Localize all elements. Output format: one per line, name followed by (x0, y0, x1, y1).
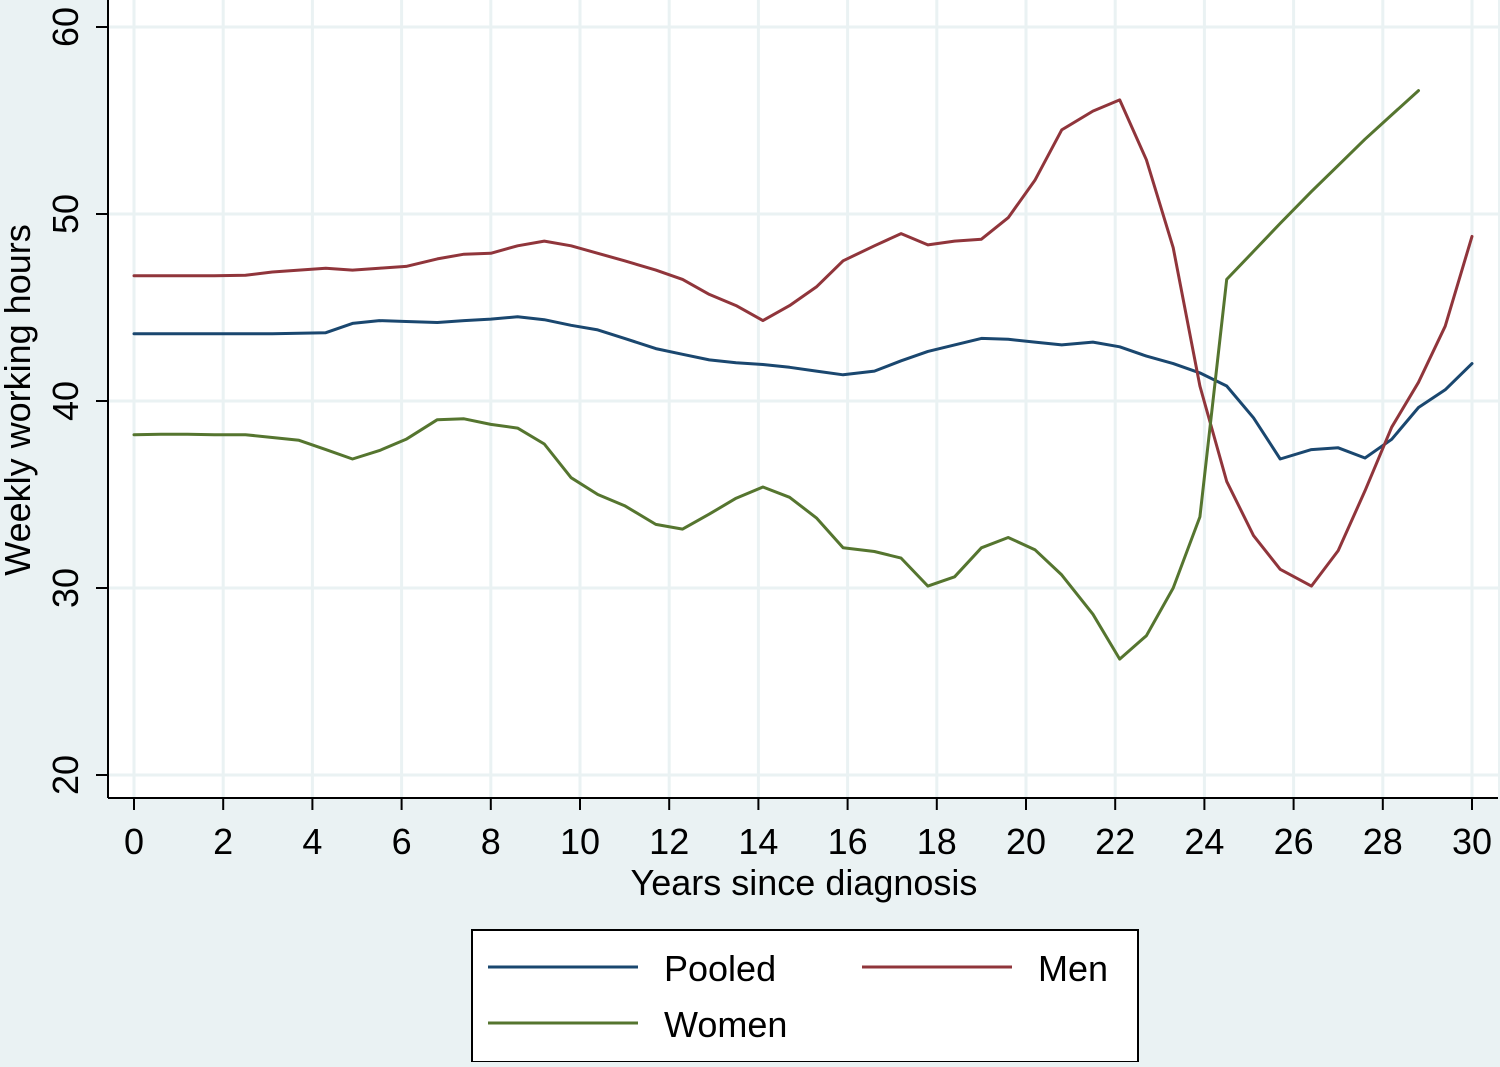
legend-box (471, 929, 1139, 1063)
x-tick-label-2: 2 (213, 821, 233, 862)
y-axis-ticks: 20 30 40 50 60 (45, 7, 108, 795)
x-tick-label-18: 18 (917, 821, 957, 862)
legend-label-women: Women (664, 1004, 787, 1045)
y-axis-label: Weekly working hours (0, 224, 38, 575)
legend-item-pooled: Pooled (488, 948, 776, 989)
x-tick-label-22: 22 (1095, 821, 1135, 862)
x-tick-label-26: 26 (1274, 821, 1314, 862)
x-tick-label-12: 12 (649, 821, 689, 862)
series-line-women (132, 89, 1420, 661)
x-tick-label-16: 16 (828, 821, 868, 862)
x-tick-label-4: 4 (302, 821, 322, 862)
x-tick-label-6: 6 (392, 821, 412, 862)
legend: Pooled Men Women (471, 929, 1139, 1063)
y-tick-label-40: 40 (45, 381, 86, 421)
x-axis-label: Years since diagnosis (631, 862, 978, 903)
x-tick-label-30: 30 (1452, 821, 1492, 862)
x-tick-label-14: 14 (738, 821, 778, 862)
x-tick-label-10: 10 (560, 821, 600, 862)
axes (107, 0, 1498, 799)
x-tick-label-20: 20 (1006, 821, 1046, 862)
plot-area (108, 0, 1498, 798)
series-lines (132, 89, 1474, 661)
series-line-pooled (132, 315, 1474, 461)
y-tick-label-50: 50 (45, 194, 86, 234)
x-tick-label-24: 24 (1184, 821, 1224, 862)
legend-item-men: Men (862, 948, 1108, 989)
legend-label-pooled: Pooled (664, 948, 776, 989)
x-tick-label-28: 28 (1363, 821, 1403, 862)
x-tick-label-0: 0 (124, 821, 144, 862)
series-line-men (132, 98, 1474, 588)
y-tick-label-30: 30 (45, 568, 86, 608)
y-tick-label-20: 20 (45, 755, 86, 795)
x-tick-label-8: 8 (481, 821, 501, 862)
x-axis-ticks: 0 2 4 6 8 10 12 14 16 18 20 22 24 26 28 30 (124, 798, 1492, 862)
legend-label-men: Men (1038, 948, 1108, 989)
y-tick-label-60: 60 (45, 7, 86, 47)
legend-item-women: Women (488, 1004, 787, 1045)
